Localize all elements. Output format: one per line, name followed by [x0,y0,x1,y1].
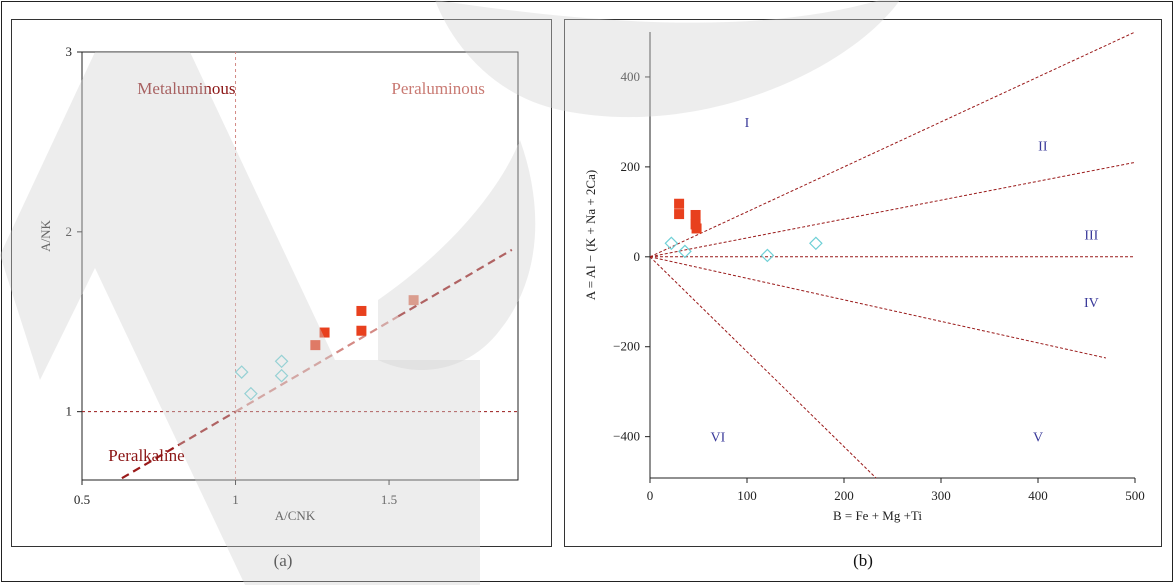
region-label-b-1: II [1038,140,1048,155]
panel-a-acnk-anak: 0.5 1 1.5 1 2 3 A/CNK A/NK Metaluminous Peralumin… [11,19,552,547]
y-tick-label-b-1: −200 [613,339,640,354]
sample-point-a-2-2 [274,354,289,369]
x-tick-label-b-2: 200 [834,488,854,503]
boundary-line-b-0 [649,31,1136,258]
sample-point-a-1-0 [408,295,419,306]
y-tick-label-a-0: 1 [66,404,73,419]
plot-area-a [81,51,519,481]
region-label-b-5: VI [711,431,726,446]
x-tick-label-b-1: 100 [737,488,757,503]
boundary-segment-a-1 [234,315,399,413]
sample-point-a-2-1 [244,386,258,401]
boundary-segment-a-2 [397,248,513,318]
region-label-b-0: I [745,116,750,131]
caption-a: (a) [273,551,293,570]
sample-point-a-0-2 [356,325,367,336]
x-tick-label-a-1: 1 [232,492,239,507]
sample-point-b-1-2 [760,248,775,263]
sample-point-b-1-0 [664,236,679,251]
x-tick-label-a-0: 0.5 [74,492,90,507]
sample-point-a-0-3 [356,305,367,316]
region-label-b-2: III [1084,228,1098,243]
sample-point-a-0-1 [319,327,330,338]
region-label-a-1: Peraluminous [391,79,485,98]
y-tick-label-b-2: 0 [634,249,641,264]
y-tick-label-a-2: 3 [66,44,73,59]
region-label-a-2: Peralkaline [108,446,184,465]
y-tick-label-a-1: 2 [66,224,73,239]
panel-b-ab-diagram: 0 100 200 300 400 500 −400 −200 0 200 400 B = Fe + … [564,19,1162,547]
region-label-a-0: Metaluminous [137,79,235,98]
sample-point-b-0-1 [674,209,685,220]
sample-point-a-2-3 [274,368,289,383]
y-axis-label-a: A/NK [38,220,53,252]
x-tick-label-b-3: 300 [931,488,951,503]
region-label-b-4: V [1033,431,1043,446]
sample-point-a-2-0 [234,365,249,379]
chart-b-svg: 0 100 200 300 400 500 −400 −200 0 200 400 B = Fe + … [583,31,1145,523]
boundary-line-b-3 [649,256,1107,359]
x-axis-label-a: A/CNK [275,508,316,523]
x-tick-label-b-4: 400 [1028,488,1048,503]
x-axis-label-b: B = Fe + Mg +Ti [833,508,922,523]
x-tick-label-b-0: 0 [647,488,654,503]
y-tick-label-b-0: −400 [613,429,640,444]
sample-point-b-0-4 [691,223,702,234]
boundary-line-b-4 [649,256,877,479]
x-tick-label-b-5: 500 [1125,488,1145,503]
sample-point-b-0-2 [690,209,701,220]
chart-a-svg: 0.5 1 1.5 1 2 3 A/CNK A/NK Metaluminous Peralumin… [38,44,519,523]
boundary-segment-a-0 [121,410,237,480]
region-label-b-3: IV [1084,296,1099,311]
sample-point-a-0-0 [310,340,321,351]
y-axis-label-b: A = Al − (K + Na + 2Ca) [583,170,598,300]
y-tick-label-b-3: 200 [621,159,641,174]
sample-point-b-1-1 [678,244,692,259]
sample-point-b-1-3 [809,236,823,251]
caption-b: (b) [853,551,873,570]
y-tick-label-b-4: 400 [621,69,641,84]
boundary-line-b-1 [649,161,1136,258]
x-tick-label-a-2: 1.5 [381,492,397,507]
sample-point-b-0-0 [674,198,685,209]
